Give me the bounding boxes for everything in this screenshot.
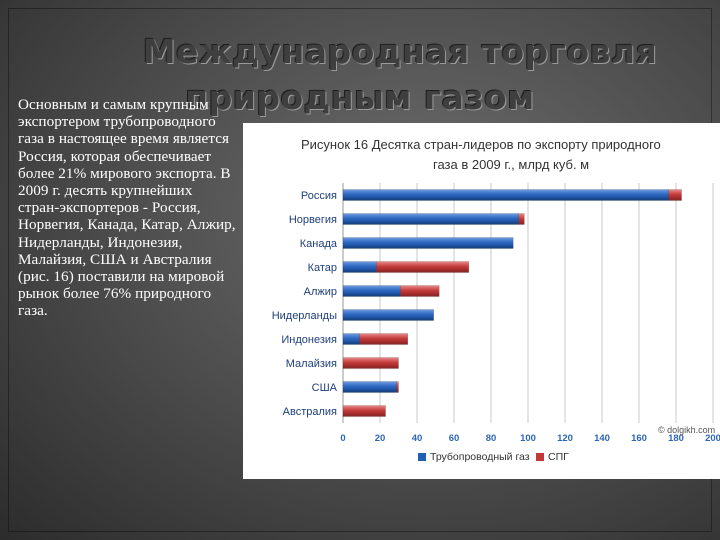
x-tick-label: 60	[449, 433, 460, 444]
x-tick-label: 120	[557, 433, 573, 444]
category-label: Канада	[300, 238, 338, 250]
legend-swatch	[536, 453, 544, 461]
x-tick-label: 180	[668, 433, 684, 444]
category-label: Катар	[308, 262, 337, 274]
category-label: Россия	[301, 190, 337, 202]
legend-label: СПГ	[548, 451, 569, 463]
x-tick-label: 100	[520, 433, 536, 444]
category-label: Индонезия	[281, 334, 337, 346]
bar-lng	[342, 357, 399, 369]
legend-swatch	[418, 453, 426, 461]
x-tick-label: 200	[705, 433, 720, 444]
bar-pipeline	[342, 333, 360, 345]
chart-panel: Рисунок 16 Десятка стран-лидеров по эксп…	[243, 123, 720, 479]
x-tick-label: 160	[631, 433, 647, 444]
bar-pipeline	[342, 381, 397, 393]
chart-svg: Рисунок 16 Десятка стран-лидеров по эксп…	[272, 137, 720, 463]
x-tick-label: 0	[340, 433, 345, 444]
x-tick-label: 20	[375, 433, 386, 444]
category-label: Малайзия	[286, 358, 337, 370]
x-tick-label: 80	[486, 433, 497, 444]
bar-pipeline	[342, 309, 434, 321]
bar-lng	[359, 333, 408, 345]
bar-pipeline	[342, 237, 514, 249]
chart-title-line1: Рисунок 16 Десятка стран-лидеров по эксп…	[301, 137, 661, 152]
bar-pipeline	[342, 261, 377, 273]
chart-title-line2: газа в 2009 г., млрд куб. м	[433, 157, 589, 172]
slide-title-line2: природным газом	[185, 78, 535, 117]
category-label: Норвегия	[289, 214, 337, 226]
bar-pipeline	[342, 189, 669, 201]
slide-body-text: Основным и самым крупным экспортером тру…	[18, 96, 236, 320]
bar-lng	[396, 381, 399, 393]
category-label: Нидерланды	[272, 310, 337, 322]
legend-label: Трубопроводный газ	[430, 451, 530, 463]
category-label: США	[312, 382, 338, 394]
bar-pipeline	[342, 213, 519, 225]
bar-lng	[668, 189, 682, 201]
x-tick-label: 40	[412, 433, 423, 444]
slide-title-line1: Международная торговля	[142, 32, 658, 71]
bar-lng	[376, 261, 470, 273]
bar-lng	[342, 405, 386, 417]
x-tick-label: 140	[594, 433, 610, 444]
bar-lng	[518, 213, 525, 225]
category-label: Алжир	[304, 286, 337, 298]
bar-pipeline	[342, 285, 401, 297]
chart-watermark: © dolgikh.com	[658, 425, 715, 435]
bar-lng	[400, 285, 440, 297]
category-label: Австралия	[283, 406, 337, 418]
